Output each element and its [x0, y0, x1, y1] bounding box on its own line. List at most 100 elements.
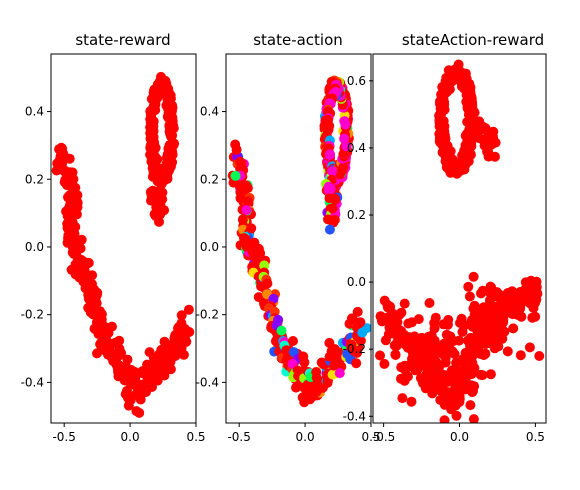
data-point: [89, 323, 100, 334]
data-point: [88, 308, 99, 319]
data-point: [113, 350, 124, 361]
data-point: [464, 365, 475, 376]
data-point: [87, 270, 98, 281]
y-tick-label: 0.4: [200, 105, 219, 119]
data-point: [426, 330, 437, 341]
data-point: [152, 154, 163, 165]
data-point: [154, 200, 165, 211]
data-point: [241, 205, 252, 215]
data-point: [327, 166, 338, 177]
data-point: [524, 342, 535, 353]
data-point: [438, 121, 449, 132]
panel-title: stateAction-reward: [402, 31, 544, 49]
data-point: [380, 335, 391, 346]
y-tick-label: -0.4: [21, 375, 44, 389]
data-point: [65, 213, 76, 224]
data-point: [276, 325, 287, 336]
data-point: [75, 243, 86, 254]
data-point: [355, 335, 366, 346]
data-point: [135, 379, 146, 390]
data-point: [176, 310, 187, 321]
data-point: [156, 178, 167, 189]
y-tick-label: 0.4: [25, 105, 44, 119]
data-point: [324, 150, 335, 161]
data-point: [134, 407, 145, 418]
y-tick-label: 0.6: [347, 74, 366, 88]
panel-state-action: state-action -0.5 0.0 0.5 -0.4 -0.2 0.0 0.2 0.4: [196, 31, 381, 444]
data-point: [490, 137, 501, 148]
data-point: [436, 381, 447, 392]
data-point: [183, 304, 194, 315]
x-tick-label: 0.0: [121, 430, 140, 444]
data-point: [352, 347, 363, 358]
data-point: [462, 335, 473, 346]
data-point: [382, 302, 393, 313]
data-point: [338, 162, 349, 173]
y-tick-label: -0.2: [343, 342, 366, 356]
data-point: [334, 368, 345, 379]
data-point: [486, 314, 497, 325]
data-point: [426, 363, 436, 374]
data-point: [515, 350, 526, 361]
x-tick-label: 0.5: [526, 430, 545, 444]
data-point: [466, 107, 477, 118]
data-point: [459, 156, 470, 167]
data-point: [502, 346, 513, 357]
data-point: [468, 271, 479, 282]
data-point: [443, 314, 454, 325]
data-point: [531, 276, 542, 287]
data-point: [357, 327, 368, 338]
data-point: [67, 194, 78, 205]
data-point: [469, 309, 480, 320]
data-point: [534, 351, 545, 361]
data-point: [480, 348, 491, 359]
data-point: [135, 394, 146, 405]
data-point: [465, 400, 476, 411]
data-point: [492, 287, 502, 298]
x-tick-label: 0.5: [361, 430, 380, 444]
data-point: [447, 346, 458, 357]
data-point: [485, 369, 496, 380]
data-point: [439, 415, 450, 423]
data-point: [57, 158, 68, 169]
data-point: [379, 358, 390, 369]
data-point: [530, 311, 541, 322]
data-point: [416, 339, 427, 350]
data-point: [341, 141, 352, 152]
data-point: [327, 203, 338, 214]
data-point: [389, 340, 400, 351]
x-tick-label: -0.5: [372, 430, 395, 444]
data-point: [439, 97, 450, 108]
y-tick-label: -0.4: [196, 375, 219, 389]
y-tick-label: -0.2: [21, 308, 44, 322]
data-point: [352, 306, 363, 317]
data-point: [417, 376, 428, 387]
data-point: [463, 281, 474, 292]
data-point: [399, 375, 410, 386]
data-point: [412, 364, 423, 375]
data-point: [430, 312, 441, 323]
data-point: [406, 396, 417, 407]
data-point: [231, 144, 242, 155]
data-point: [355, 317, 366, 328]
data-point: [508, 323, 519, 334]
y-tick-label: -0.4: [343, 409, 366, 423]
data-point: [442, 374, 453, 385]
panel-stateaction-reward: stateAction-reward -0.5 0.0 0.5 -0.4 -0.2 0.0…: [343, 31, 547, 444]
y-tick-label: 0.0: [25, 240, 44, 254]
data-point: [299, 357, 310, 368]
data-point: [513, 306, 524, 316]
data-point: [85, 292, 96, 302]
data-point: [480, 140, 491, 151]
data-point: [281, 345, 292, 356]
y-tick-label: 0.2: [347, 208, 366, 222]
data-point: [475, 369, 486, 380]
data-point: [163, 356, 174, 367]
x-tick-label: -0.5: [227, 430, 250, 444]
data-point: [461, 358, 472, 369]
data-point: [465, 123, 476, 134]
points-group: [227, 75, 371, 408]
data-point: [483, 151, 494, 162]
data-point: [351, 358, 362, 369]
